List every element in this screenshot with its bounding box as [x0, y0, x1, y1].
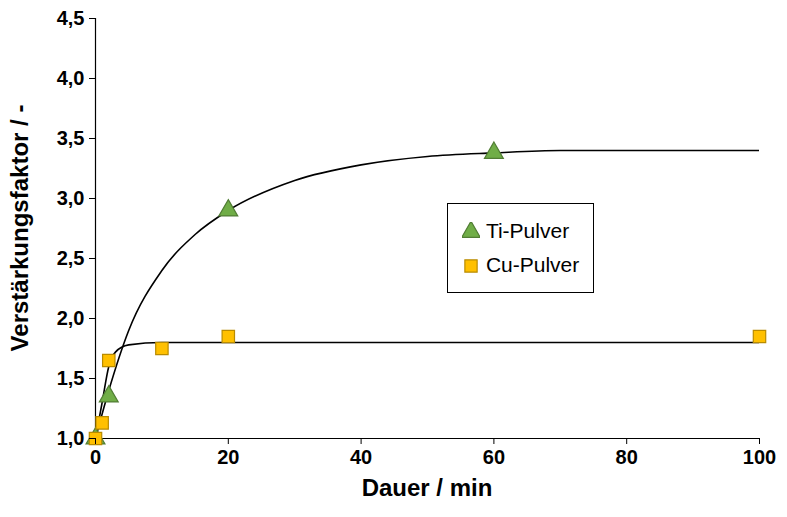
svg-text:4,5: 4,5 — [57, 7, 85, 29]
html-text:Dauer / min: Dauer / min — [361, 474, 493, 501]
svg-text:60: 60 — [483, 446, 505, 468]
svg-text:40: 40 — [350, 446, 372, 468]
svg-text:3,5: 3,5 — [57, 127, 85, 149]
html-text:Verstärkungsfaktor / -: Verstärkungsfaktor / - — [6, 104, 33, 352]
svg-text:20: 20 — [217, 446, 239, 468]
html-text:Ti-Pulver: Ti-Pulver — [485, 218, 570, 242]
svg-text:4,0: 4,0 — [57, 67, 85, 89]
svg-text:3,0: 3,0 — [57, 187, 85, 209]
svg-text:1,5: 1,5 — [57, 367, 85, 389]
svg-text:2,5: 2,5 — [57, 247, 85, 269]
svg-text:2,0: 2,0 — [57, 307, 85, 329]
svg-text:100: 100 — [743, 446, 776, 468]
svg-text:80: 80 — [616, 446, 638, 468]
svg-text:0: 0 — [90, 446, 101, 468]
svg-text:1,0: 1,0 — [57, 427, 85, 449]
html-text:Cu-Pulver: Cu-Pulver — [485, 252, 580, 276]
